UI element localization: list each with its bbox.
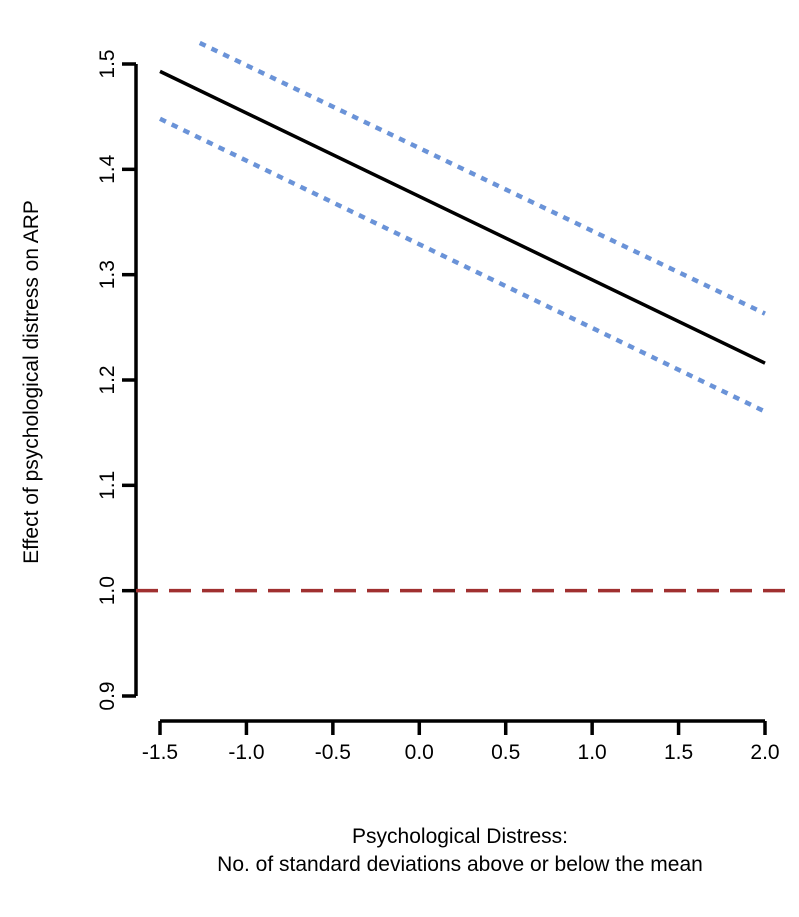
x-axis-title-line-1: Psychological Distress: [352,825,568,848]
x-tick-label: -0.5 [315,741,351,764]
x-tick-label: -1.0 [228,741,264,764]
x-tick-label: 1.0 [578,741,607,764]
y-tick-label: 0.9 [96,681,119,710]
y-tick-label: 1.2 [96,365,119,394]
x-tick-label: 2.0 [750,741,779,764]
y-tick-label: 1.1 [96,471,119,500]
x-tick-label: 0.5 [491,741,520,764]
y-tick-label: 1.4 [96,154,119,184]
y-tick-label: 1.3 [96,260,119,289]
x-tick-label: -1.5 [142,741,178,764]
lower-bound-line [159,116,766,414]
x-tick-label: 0.0 [405,741,434,764]
estimate-line [159,69,766,365]
plot-lines [136,40,790,593]
upper-bound-line [198,40,766,316]
y-tick-label: 1.5 [96,49,119,78]
y-axis: 0.9 1.0 1.1 1.2 1.3 1.4 1.5 [96,49,138,711]
y-axis-title: Effect of psychological distress on ARP [20,200,43,564]
y-tick-label: 1.0 [96,576,119,605]
x-tick-label: 1.5 [664,741,693,764]
x-axis: -1.5 -1.0 -0.5 0.0 0.5 1.0 1.5 2.0 [142,719,780,764]
x-axis-title-line-2: No. of standard deviations above or belo… [217,853,703,876]
